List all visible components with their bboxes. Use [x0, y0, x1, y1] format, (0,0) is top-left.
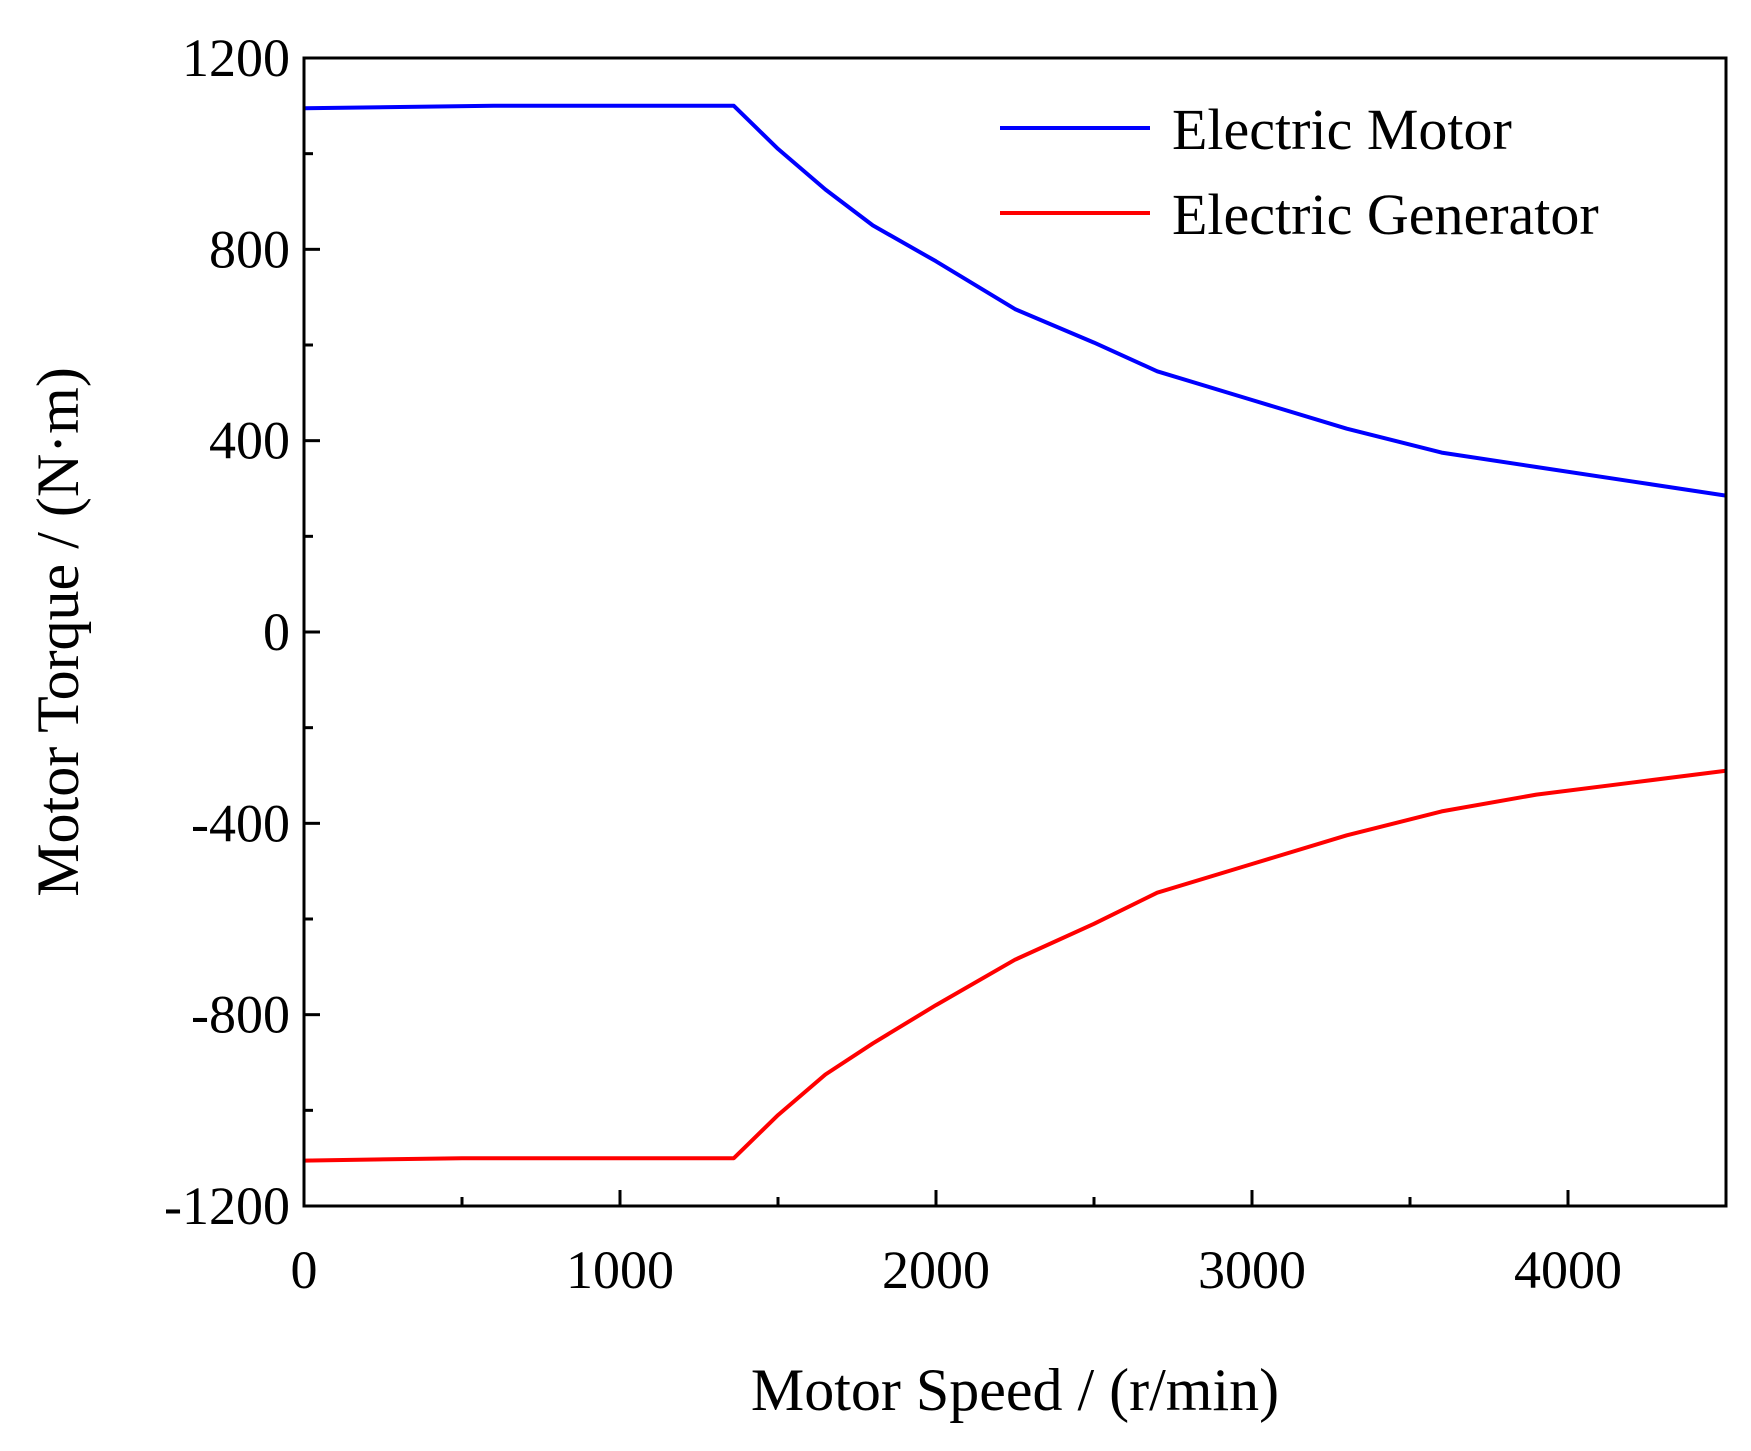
legend-label-electric-generator: Electric Generator — [1172, 182, 1599, 247]
y-tick-label: 800 — [209, 219, 290, 279]
y-tick-label: 0 — [263, 602, 290, 662]
series-line-electric-generator — [304, 768, 1726, 1163]
y-tick-label: -1200 — [164, 1176, 290, 1236]
series-line-electric-motor — [304, 103, 1726, 498]
x-axis-title: Motor Speed / (r/min) — [751, 1357, 1279, 1423]
legend: Electric Motor Electric Generator — [1000, 97, 1599, 247]
legend-label-electric-motor: Electric Motor — [1172, 97, 1512, 162]
y-tick-label: 400 — [209, 411, 290, 471]
x-tick-label: 1000 — [566, 1240, 674, 1300]
x-tick-label: 0 — [291, 1240, 318, 1300]
x-tick-label: 2000 — [882, 1240, 990, 1300]
x-tick-label: 4000 — [1514, 1240, 1622, 1300]
y-tick-label: -400 — [191, 793, 290, 853]
y-tick-label: 1200 — [182, 28, 290, 88]
y-tick-label: -800 — [191, 985, 290, 1045]
x-tick-label: 3000 — [1198, 1240, 1306, 1300]
y-axis-title: Motor Torque / (N·m) — [25, 367, 91, 897]
